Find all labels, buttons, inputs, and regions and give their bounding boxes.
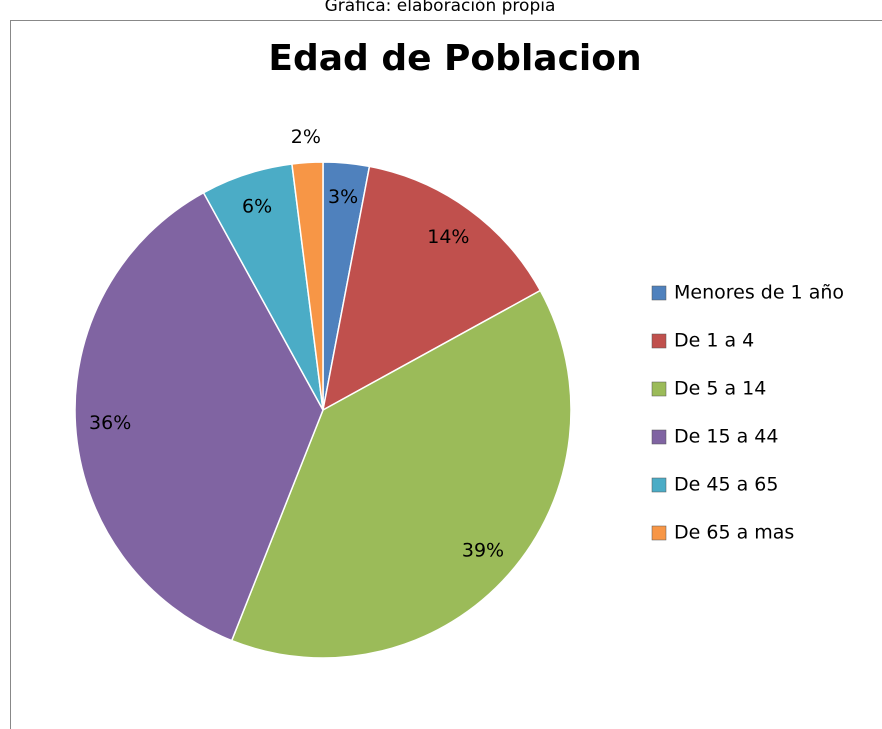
- data-label: 14%: [427, 226, 469, 248]
- legend-label: De 1 a 4: [674, 330, 754, 352]
- data-label: 2%: [291, 126, 321, 148]
- legend-swatch: [651, 525, 667, 541]
- data-label: 39%: [462, 540, 504, 562]
- legend-swatch: [651, 381, 667, 397]
- pie-slice: [321, 165, 542, 412]
- legend-label: De 15 a 44: [674, 426, 778, 448]
- data-label: 3%: [328, 186, 358, 208]
- legend-swatch: [651, 429, 667, 445]
- legend-label: Menores de 1 año: [674, 282, 844, 304]
- legend-label: De 45 a 65: [674, 474, 778, 496]
- legend-swatch: [651, 285, 667, 301]
- pie-slice: [291, 161, 324, 411]
- data-label: 6%: [242, 196, 272, 218]
- legend-swatch: [651, 333, 667, 349]
- pie-slice: [230, 289, 572, 659]
- pie-slice: [74, 191, 324, 642]
- legend-label: De 5 a 14: [674, 378, 766, 400]
- legend-label: De 65 a mas: [674, 522, 794, 544]
- chart-note: Gráfica: elaboración propia: [325, 0, 556, 16]
- chart-title: Edad de Poblacion: [268, 38, 641, 79]
- data-label: 36%: [89, 412, 131, 434]
- legend-swatch: [651, 477, 667, 493]
